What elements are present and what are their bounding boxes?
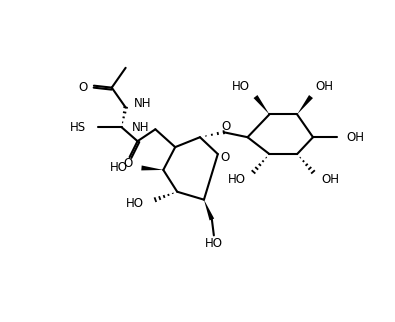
Text: HS: HS [70,121,86,134]
Polygon shape [141,166,163,170]
Polygon shape [297,95,313,114]
Text: OH: OH [347,131,365,144]
Text: O: O [79,81,88,94]
Text: HO: HO [126,197,143,210]
Text: NH: NH [134,97,151,110]
Polygon shape [204,200,214,221]
Text: NH: NH [132,121,149,134]
Text: O: O [221,120,230,133]
Text: HO: HO [205,237,223,250]
Text: O: O [220,150,229,164]
Text: HO: HO [231,80,250,93]
Text: OH: OH [315,80,333,93]
Text: OH: OH [321,173,339,186]
Text: HO: HO [109,161,128,175]
Text: HO: HO [228,173,246,186]
Polygon shape [254,95,269,114]
Text: O: O [123,157,132,170]
